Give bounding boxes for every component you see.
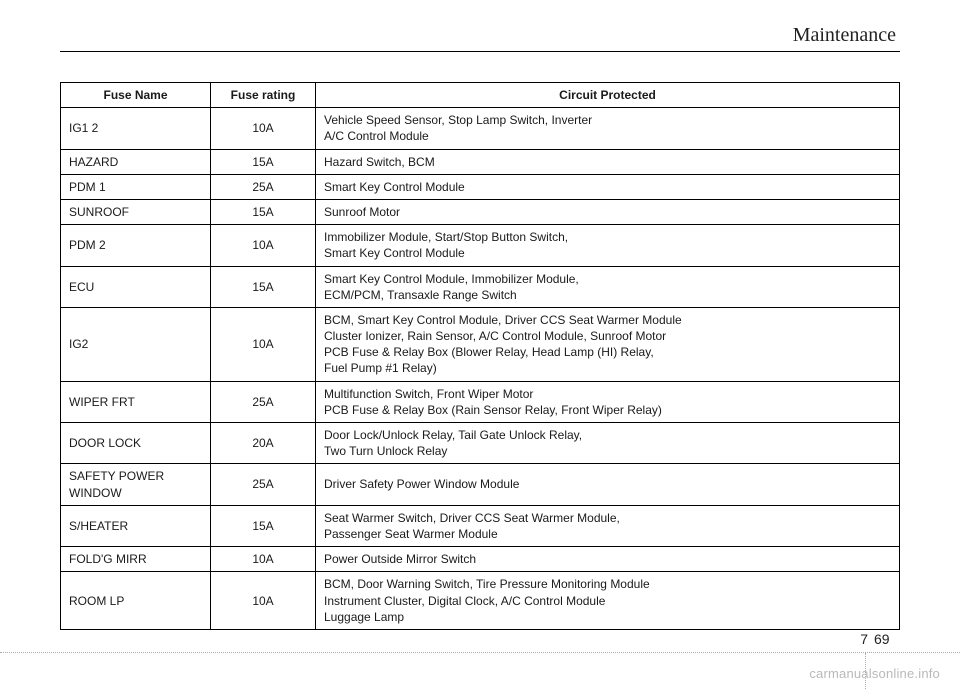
cell-fuse-name: PDM 1 (61, 174, 211, 199)
col-header-name: Fuse Name (61, 83, 211, 108)
table-row: S/HEATER15ASeat Warmer Switch, Driver CC… (61, 505, 900, 546)
cell-circuit: Smart Key Control Module, Immobilizer Mo… (316, 266, 900, 307)
cell-fuse-name: PDM 2 (61, 225, 211, 266)
watermark: carmanualsonline.info (809, 666, 940, 681)
cell-fuse-name: IG1 2 (61, 108, 211, 149)
cell-circuit: Smart Key Control Module (316, 174, 900, 199)
header-rule (60, 51, 900, 52)
cell-fuse-name: SUNROOF (61, 199, 211, 224)
section-number: 7 (850, 631, 868, 647)
fuse-table: Fuse Name Fuse rating Circuit Protected … (60, 82, 900, 630)
cell-fuse-rating: 15A (211, 149, 316, 174)
cell-fuse-rating: 15A (211, 505, 316, 546)
table-row: HAZARD15AHazard Switch, BCM (61, 149, 900, 174)
cell-fuse-rating: 10A (211, 307, 316, 381)
footer-crop-horizontal (0, 652, 960, 653)
cell-fuse-name: ROOM LP (61, 572, 211, 630)
cell-fuse-rating: 20A (211, 423, 316, 464)
page-title: Maintenance (60, 24, 900, 47)
cell-fuse-rating: 10A (211, 547, 316, 572)
cell-circuit: Driver Safety Power Window Module (316, 464, 900, 505)
page-number: 7 69 (850, 631, 900, 647)
table-row: SUNROOF15ASunroof Motor (61, 199, 900, 224)
cell-fuse-name: DOOR LOCK (61, 423, 211, 464)
cell-fuse-rating: 15A (211, 266, 316, 307)
table-row: WIPER FRT25AMultifunction Switch, Front … (61, 381, 900, 422)
cell-circuit: Multifunction Switch, Front Wiper MotorP… (316, 381, 900, 422)
table-row: ECU15ASmart Key Control Module, Immobili… (61, 266, 900, 307)
cell-circuit: Immobilizer Module, Start/Stop Button Sw… (316, 225, 900, 266)
cell-fuse-name: SAFETY POWER WINDOW (61, 464, 211, 505)
cell-circuit: BCM, Door Warning Switch, Tire Pressure … (316, 572, 900, 630)
table-row: SAFETY POWER WINDOW25ADriver Safety Powe… (61, 464, 900, 505)
cell-fuse-name: IG2 (61, 307, 211, 381)
cell-fuse-name: WIPER FRT (61, 381, 211, 422)
cell-fuse-name: ECU (61, 266, 211, 307)
cell-circuit: Vehicle Speed Sensor, Stop Lamp Switch, … (316, 108, 900, 149)
table-row: IG210ABCM, Smart Key Control Module, Dri… (61, 307, 900, 381)
col-header-rating: Fuse rating (211, 83, 316, 108)
table-row: PDM 210AImmobilizer Module, Start/Stop B… (61, 225, 900, 266)
cell-circuit: BCM, Smart Key Control Module, Driver CC… (316, 307, 900, 381)
table-row: ROOM LP10ABCM, Door Warning Switch, Tire… (61, 572, 900, 630)
cell-fuse-rating: 10A (211, 108, 316, 149)
table-row: FOLD'G MIRR10APower Outside Mirror Switc… (61, 547, 900, 572)
page: Maintenance Fuse Name Fuse rating Circui… (0, 0, 960, 689)
table-header-row: Fuse Name Fuse rating Circuit Protected (61, 83, 900, 108)
table-row: DOOR LOCK20ADoor Lock/Unlock Relay, Tail… (61, 423, 900, 464)
col-header-circuit: Circuit Protected (316, 83, 900, 108)
cell-fuse-rating: 10A (211, 572, 316, 630)
table-row: IG1 210AVehicle Speed Sensor, Stop Lamp … (61, 108, 900, 149)
cell-circuit: Seat Warmer Switch, Driver CCS Seat Warm… (316, 505, 900, 546)
cell-fuse-rating: 10A (211, 225, 316, 266)
cell-circuit: Power Outside Mirror Switch (316, 547, 900, 572)
table-row: PDM 125ASmart Key Control Module (61, 174, 900, 199)
cell-fuse-name: FOLD'G MIRR (61, 547, 211, 572)
cell-circuit: Sunroof Motor (316, 199, 900, 224)
cell-circuit: Door Lock/Unlock Relay, Tail Gate Unlock… (316, 423, 900, 464)
cell-fuse-rating: 25A (211, 381, 316, 422)
cell-fuse-name: HAZARD (61, 149, 211, 174)
page-number-value: 69 (874, 631, 900, 647)
cell-circuit: Hazard Switch, BCM (316, 149, 900, 174)
cell-fuse-rating: 25A (211, 464, 316, 505)
cell-fuse-rating: 25A (211, 174, 316, 199)
cell-fuse-name: S/HEATER (61, 505, 211, 546)
cell-fuse-rating: 15A (211, 199, 316, 224)
